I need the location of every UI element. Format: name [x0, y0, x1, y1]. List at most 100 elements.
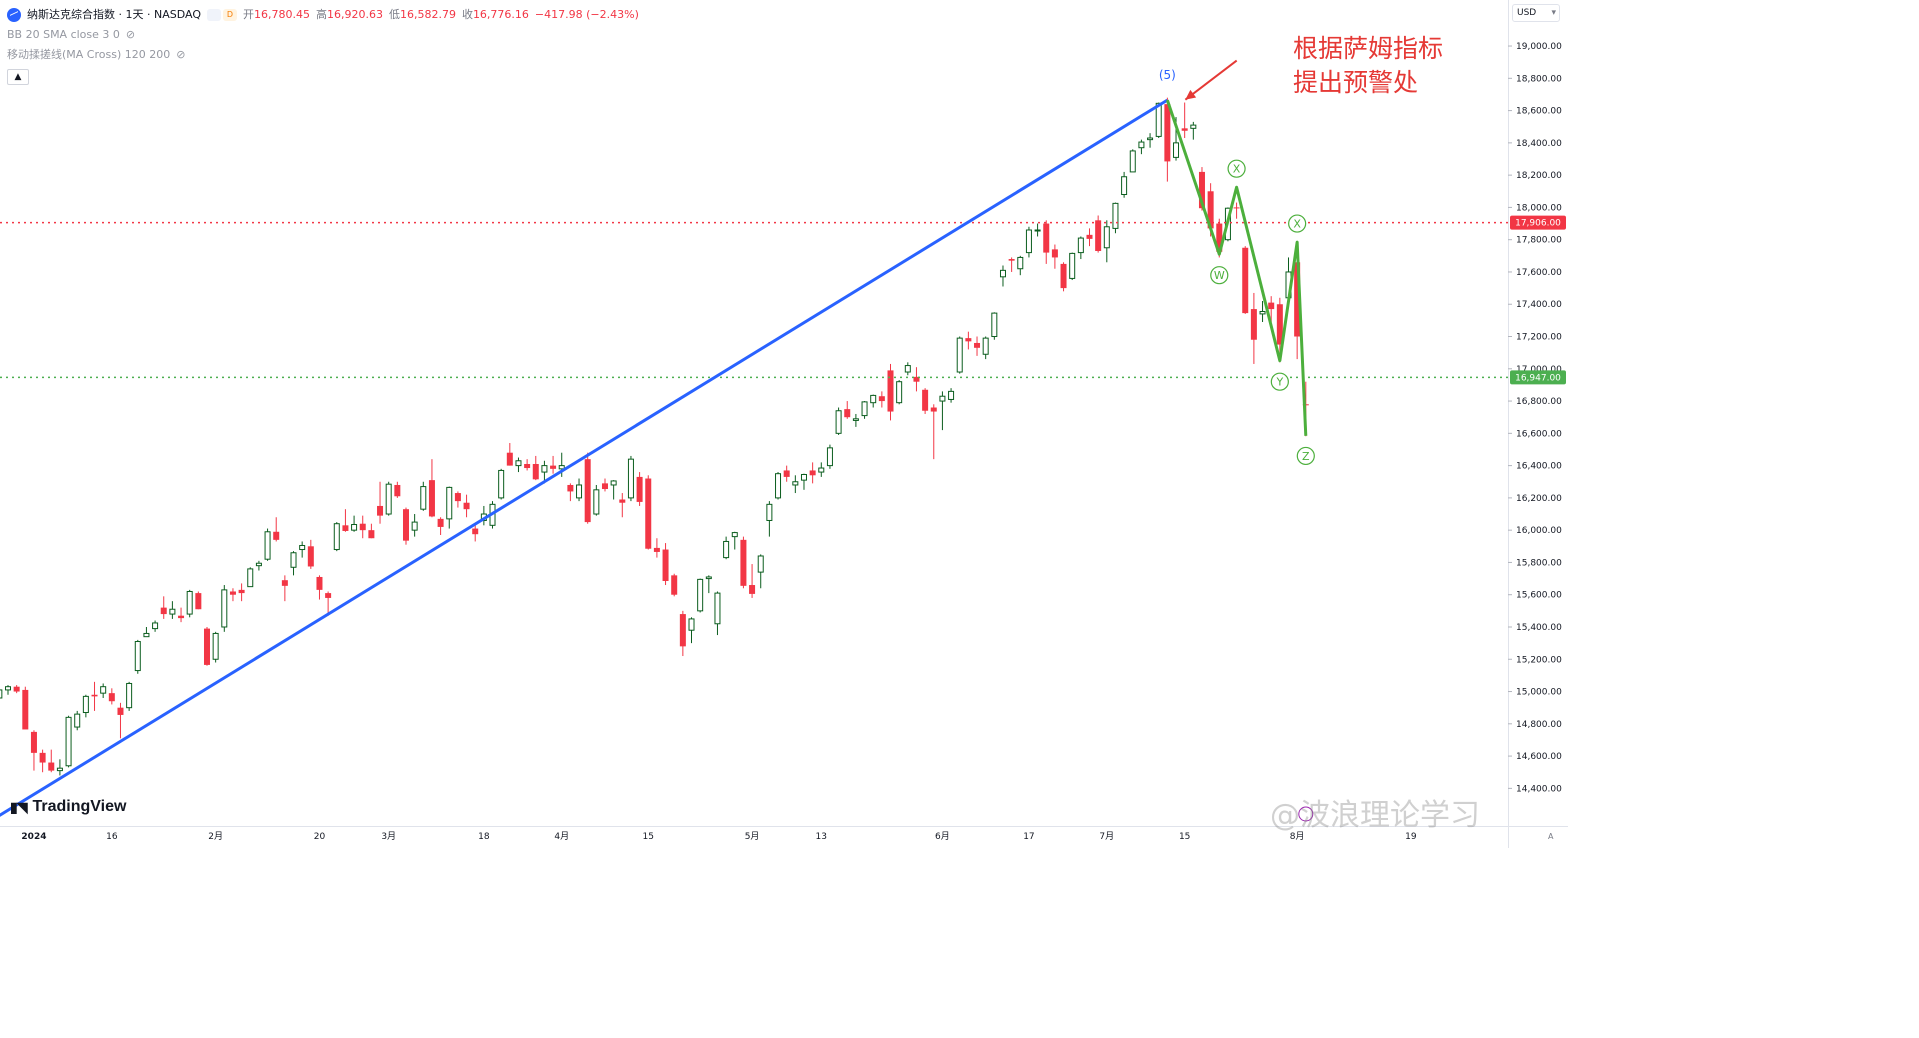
price-chart[interactable]: 14,400.00 14,600.00 14,800.00 15,000.00 15,2… [0, 0, 1568, 848]
indicator-bb-row[interactable]: BB 20 SMA close 3 0 ⊘ [7, 25, 639, 45]
x-tick-label: 15 [643, 832, 654, 842]
candle-body-up [688, 618, 695, 631]
candle-body-up [826, 447, 833, 467]
x-tick-label: 20 [314, 832, 326, 842]
candle-body-down [48, 762, 55, 771]
symbol-badges: D [206, 9, 237, 21]
candle-body-up [1017, 256, 1024, 270]
currency-select[interactable]: USD [1512, 4, 1560, 22]
eye-hidden-icon[interactable]: ⊘ [176, 48, 186, 61]
candle-body-up [956, 337, 963, 373]
eye-hidden-icon[interactable]: ⊘ [125, 28, 136, 41]
tradingview-wordmark: TradingView [32, 798, 127, 815]
candle-body-up [1259, 310, 1266, 315]
price-change: −417.98 (−2.43%) [534, 8, 639, 21]
candle-body-up [221, 589, 228, 628]
x-tick-label: 8月 [1290, 831, 1305, 842]
chevron-up-icon[interactable]: ▲ [7, 69, 29, 85]
y-tick-label: 15,800.00 [1516, 558, 1562, 568]
y-tick-label: 14,600.00 [1516, 752, 1562, 762]
y-tick-label: 16,600.00 [1516, 429, 1562, 439]
candle-body-up [1112, 202, 1119, 229]
y-tick-label: 16,800.00 [1516, 397, 1562, 407]
candle-body-up [264, 531, 271, 560]
candle-body-down [662, 549, 669, 581]
y-tick-label: 17,600.00 [1516, 268, 1562, 278]
legend-symbol-row: 纳斯达克综合指数 · 1天 · NASDAQ D 开16,780.45 高16,… [7, 5, 639, 25]
ohlc-high: 高16,920.63 [315, 8, 383, 21]
x-tick-label: 13 [816, 832, 827, 842]
candle-body-up [1138, 141, 1145, 149]
wave-label-circle [1210, 266, 1229, 285]
candle-body-up [852, 418, 859, 421]
wave-line [1165, 99, 1308, 436]
candle-body-down [22, 689, 29, 730]
x-tick-label: 16 [106, 832, 118, 842]
y-tick-label: 17,800.00 [1516, 236, 1562, 246]
candle-body-up [757, 555, 764, 573]
symbol-title[interactable]: 纳斯达克综合指数 · 1天 · NASDAQ [27, 8, 201, 21]
candle-body-up [948, 390, 955, 400]
candle-body-down [1242, 247, 1249, 314]
candle-body-down [1095, 220, 1102, 251]
candle-body-down [30, 731, 37, 753]
candle-body-up [792, 481, 799, 486]
x-tick-label: 15 [1179, 832, 1190, 842]
candle-body-down [783, 470, 790, 477]
candle-body-down [636, 476, 643, 502]
candle-body-down [178, 615, 185, 619]
candle-body-down [428, 480, 435, 517]
y-tick-label: 14,800.00 [1516, 720, 1562, 730]
candle-body-up [1034, 229, 1041, 232]
candle-body-up [1173, 142, 1180, 158]
tradingview-logo[interactable]: ▮◥ TradingView [10, 798, 126, 816]
wave-label: X [1293, 218, 1301, 231]
candle-body-down [645, 478, 652, 549]
x-tick-label: 5月 [745, 831, 760, 842]
candle-body-down [238, 589, 245, 594]
symbol-logo-icon [7, 8, 21, 22]
candle-body-up [1190, 124, 1197, 129]
candle-body-up [186, 590, 193, 615]
candle-body-down [749, 585, 756, 594]
ohlc-open: 开16,780.45 [242, 8, 310, 21]
candle-body-down [437, 518, 444, 527]
candle-body-down [1060, 263, 1067, 289]
y-tick-label: 15,400.00 [1516, 623, 1562, 633]
candle-body-up [515, 460, 522, 467]
x-tick-label: 6月 [935, 831, 950, 842]
candle-body-up [904, 365, 911, 373]
candle-body-down [930, 407, 937, 412]
candle-body-down [1276, 304, 1283, 345]
candle-body-up [861, 401, 868, 417]
wave-label-circle [1270, 372, 1289, 391]
candle-body-down [913, 376, 920, 382]
candle-body-up [411, 521, 418, 531]
wave-label: Z [1302, 450, 1310, 463]
candle-body-down [402, 509, 409, 541]
event-flag-icon [1298, 806, 1314, 822]
candles-layer [0, 97, 1309, 776]
candle-body-down [1207, 191, 1214, 229]
wave-label: X [1233, 163, 1241, 176]
annotation-arrow [1184, 59, 1238, 101]
wave-label-circle [1227, 159, 1246, 178]
candle-body-up [576, 484, 583, 499]
auto-scale-button[interactable]: A [1548, 832, 1554, 841]
candle-body-down [325, 593, 332, 598]
y-tick-label: 15,000.00 [1516, 688, 1562, 698]
candle-body-up [800, 473, 807, 481]
candle-body-down [1043, 223, 1050, 253]
candle-body-down [1181, 128, 1188, 131]
candle-body-down [878, 396, 885, 402]
support-price-label-text: 16,947.00 [1515, 373, 1561, 383]
ohlc-close: 收16,776.16 [461, 8, 529, 21]
candle-body-up [0, 689, 3, 699]
candle-body-down [844, 409, 851, 418]
candle-body-down [619, 499, 626, 503]
candle-body-down [108, 693, 115, 702]
candle-body-up [896, 381, 903, 404]
candle-body-up [255, 562, 262, 567]
candle-body-down [91, 694, 98, 697]
indicator-ma-row[interactable]: 移动揉搓线(MA Cross) 120 200 ⊘ [7, 45, 639, 65]
